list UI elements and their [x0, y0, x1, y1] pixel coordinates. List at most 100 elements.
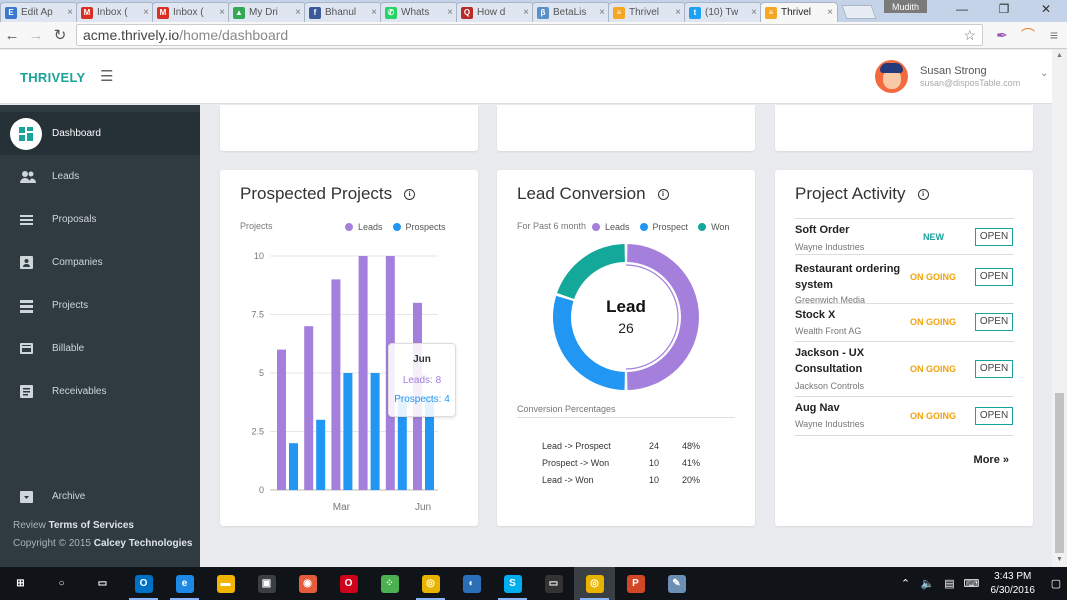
rainbow-extension-icon[interactable]: ⌒ [1021, 27, 1035, 43]
tab-close-icon[interactable]: × [751, 7, 757, 18]
more-link[interactable]: More » [973, 454, 1009, 466]
keyboard-icon[interactable]: ⌨ [963, 578, 980, 590]
reload-icon[interactable]: ↻ [53, 27, 67, 44]
tab-close-icon[interactable]: × [295, 7, 301, 18]
tab-close-icon[interactable]: × [371, 7, 377, 18]
browser-tab[interactable]: M Inbox (× [76, 2, 154, 22]
browser-tab[interactable]: f Bhanul × [304, 2, 382, 22]
scroll-up-icon[interactable]: ▲ [1056, 52, 1063, 59]
open-button[interactable]: OPEN [975, 313, 1013, 331]
info-icon[interactable]: i [917, 189, 929, 201]
donut-slice-leads[interactable] [627, 244, 699, 390]
browser-tab[interactable]: ✆ Whats × [380, 2, 458, 22]
scroll-thumb[interactable] [1055, 393, 1064, 553]
restore-icon[interactable]: ❐ [998, 2, 1010, 16]
network-icon[interactable]: ▤ [944, 578, 955, 590]
info-icon[interactable]: i [404, 189, 416, 201]
sidebar-item-leads[interactable]: Leads [0, 155, 200, 198]
browser-tab[interactable]: ▲ My Dri × [228, 2, 306, 22]
terms-link[interactable]: Terms of Services [48, 520, 134, 531]
info-icon[interactable]: i [657, 189, 669, 201]
activity-item-title[interactable]: Jackson - UX Consultation [795, 347, 865, 375]
user-name[interactable]: Susan Strong [920, 65, 987, 77]
tab-close-icon[interactable]: × [599, 7, 605, 18]
taskbar-item[interactable]: ⁘ [369, 567, 410, 600]
taskbar-item[interactable]: ⊞ [0, 567, 41, 600]
open-button[interactable]: OPEN [975, 407, 1013, 425]
taskbar-item[interactable]: O [123, 567, 164, 600]
open-button[interactable]: OPEN [975, 268, 1013, 286]
browser-tab[interactable]: t (10) Tw × [684, 2, 762, 22]
donut-slice-won[interactable] [557, 244, 625, 299]
sidebar-item-billable[interactable]: Billable [0, 327, 200, 370]
bar-leads[interactable] [358, 256, 368, 490]
taskbar-item[interactable]: ◎ [574, 567, 615, 600]
activity-item-title[interactable]: Aug Nav [795, 402, 840, 414]
taskbar-item[interactable]: ◉ [287, 567, 328, 600]
bar-prospects[interactable] [425, 396, 434, 490]
tab-close-icon[interactable]: × [447, 7, 453, 18]
taskbar-item[interactable]: ◎ [410, 567, 451, 600]
bar-prospects[interactable] [397, 396, 407, 490]
taskbar-item[interactable]: ▭ [533, 567, 574, 600]
hamburger-menu-icon[interactable]: ☰ [100, 68, 114, 85]
open-button[interactable]: OPEN [975, 228, 1013, 246]
address-bar[interactable]: acme.thrively.io/home/dashboard ☆ [76, 24, 983, 46]
browser-menu-icon[interactable]: ≡ [1049, 27, 1059, 43]
scroll-down-icon[interactable]: ▼ [1056, 556, 1063, 563]
tab-close-icon[interactable]: × [143, 7, 149, 18]
tab-close-icon[interactable]: × [219, 7, 225, 18]
bar-leads[interactable] [277, 349, 286, 490]
new-tab-button[interactable] [841, 5, 877, 19]
taskbar-item[interactable]: e [164, 567, 205, 600]
bar-leads[interactable] [304, 326, 314, 490]
sidebar-item-receivables[interactable]: Receivables [0, 370, 200, 413]
browser-tab[interactable]: Q How d × [456, 2, 534, 22]
donut-slice-prospect[interactable] [553, 295, 625, 390]
bar-prospects[interactable] [343, 373, 353, 490]
taskbar-item[interactable]: ▭ [82, 567, 123, 600]
notifications-icon[interactable]: ▢ [1050, 578, 1062, 590]
activity-item-title[interactable]: Restaurant ordering system [795, 263, 901, 291]
bar-prospects[interactable] [289, 443, 298, 490]
activity-item-title[interactable]: Stock X [795, 309, 836, 321]
taskbar-item[interactable]: ▣ [246, 567, 287, 600]
browser-tab[interactable]: M Inbox (× [152, 2, 230, 22]
user-menu-chevron-icon[interactable]: ⌄ [1040, 68, 1049, 79]
taskbar-item[interactable]: S [492, 567, 533, 600]
tab-close-icon[interactable]: × [675, 7, 681, 18]
sidebar-item-archive[interactable]: Archive [0, 475, 200, 518]
bar-prospects[interactable] [370, 373, 380, 490]
user-avatar[interactable] [875, 60, 908, 93]
volume-icon[interactable]: 🔈 [920, 578, 935, 590]
page-scrollbar[interactable]: ▲ ▼ [1052, 50, 1067, 567]
tab-close-icon[interactable]: × [523, 7, 529, 18]
sidebar-item-projects[interactable]: Projects [0, 284, 200, 327]
forward-icon[interactable]: → [28, 26, 44, 44]
tab-close-icon[interactable]: × [67, 7, 73, 18]
bookmark-star-icon[interactable]: ☆ [963, 26, 976, 43]
tray-chevron-icon[interactable]: ⌃ [900, 578, 911, 590]
pen-extension-icon[interactable]: ✒ [996, 26, 1008, 43]
brand-logo[interactable]: THRIVELY [20, 70, 86, 85]
browser-tab[interactable]: ≡ Thrivel × [608, 2, 686, 22]
taskbar-item[interactable]: ✎ [656, 567, 697, 600]
system-clock[interactable]: 3:43 PM 6/30/2016 [991, 570, 1036, 598]
taskbar-item[interactable]: ○ [41, 567, 82, 600]
bar-leads[interactable] [331, 279, 341, 490]
taskbar-item[interactable]: ▬ [205, 567, 246, 600]
taskbar-item[interactable]: O [328, 567, 369, 600]
close-window-icon[interactable]: ✕ [1040, 2, 1052, 16]
activity-item-title[interactable]: Soft Order [795, 224, 850, 236]
taskbar-item[interactable]: P [615, 567, 656, 600]
taskbar-item[interactable]: ◐ [451, 567, 492, 600]
bar-prospects[interactable] [316, 419, 326, 490]
browser-tab[interactable]: E Edit Ap × [0, 2, 78, 22]
back-icon[interactable]: ← [4, 26, 20, 44]
sidebar-item-companies[interactable]: Companies [0, 241, 200, 284]
minimize-icon[interactable]: — [956, 2, 968, 16]
sidebar-item-dashboard[interactable]: Dashboard [0, 112, 200, 155]
browser-tab[interactable]: ≡ Thrivel × [760, 2, 838, 22]
open-button[interactable]: OPEN [975, 360, 1013, 378]
tab-close-icon[interactable]: × [827, 7, 833, 18]
